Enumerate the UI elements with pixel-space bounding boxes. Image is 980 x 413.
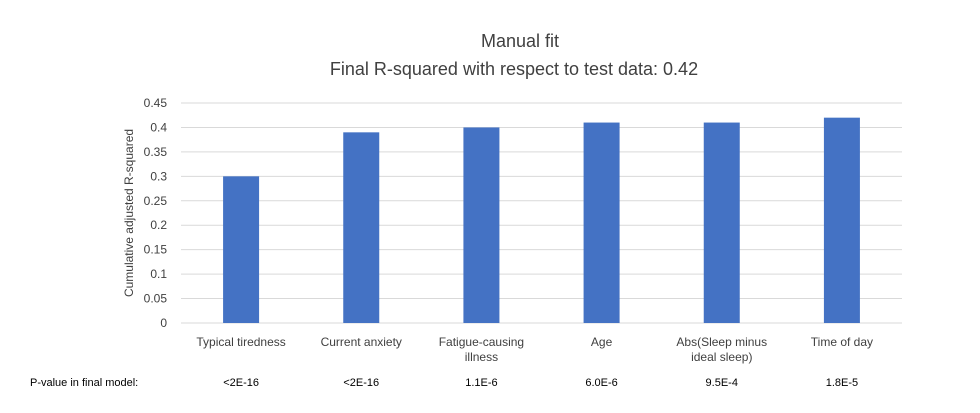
- y-tick-label: 0.3: [150, 169, 167, 183]
- x-category-label: Fatigue-causing: [439, 335, 524, 349]
- chart-subtitle: Final R-squared with respect to test dat…: [330, 59, 698, 79]
- x-category-label: Abs(Sleep minus: [676, 335, 767, 349]
- bar: [823, 117, 860, 324]
- p-value: 6.0E-6: [585, 377, 617, 389]
- y-tick-label: 0.15: [144, 243, 168, 257]
- p-value: 9.5E-4: [706, 377, 738, 389]
- p-value-row-label: P-value in final model:: [30, 377, 138, 389]
- x-axis-categories: Typical tiredness Current anxiety Fatigue-…: [196, 335, 873, 364]
- y-tick-label: 0.1: [150, 267, 167, 281]
- y-axis-ticks: 0 0.05 0.1 0.15 0.2 0.25 0.3 0.35 0.4 0.45: [144, 96, 168, 330]
- y-tick-label: 0: [160, 316, 167, 330]
- x-category-label: ideal sleep): [691, 350, 752, 364]
- p-value: <2E-16: [223, 377, 259, 389]
- bar: [223, 176, 260, 323]
- y-tick-label: 0.4: [150, 120, 167, 134]
- bar: [703, 122, 740, 323]
- p-value: <2E-16: [343, 377, 379, 389]
- p-value: 1.1E-6: [465, 377, 497, 389]
- x-category-label: Current anxiety: [321, 335, 402, 349]
- y-tick-label: 0.45: [144, 96, 168, 110]
- p-value: 1.8E-5: [826, 377, 858, 389]
- p-value-row: <2E-16 <2E-16 1.1E-6 6.0E-6 9.5E-4 1.8E-5: [223, 377, 858, 389]
- y-tick-label: 0.2: [150, 218, 167, 232]
- y-tick-label: 0.35: [144, 145, 168, 159]
- gridlines: [181, 102, 902, 324]
- bar: [583, 122, 620, 323]
- bar: [463, 127, 500, 323]
- x-category-label: Age: [591, 335, 613, 349]
- bars: [223, 117, 860, 324]
- y-tick-label: 0.05: [144, 292, 168, 306]
- x-category-label: Typical tiredness: [196, 335, 285, 349]
- x-category-label: illness: [465, 350, 498, 364]
- bar: [343, 132, 380, 323]
- y-tick-label: 0.25: [144, 194, 168, 208]
- y-axis-title: Cumulative adjusted R-squared: [122, 129, 136, 297]
- x-category-label: Time of day: [811, 335, 873, 349]
- chart-title: Manual fit: [481, 31, 559, 51]
